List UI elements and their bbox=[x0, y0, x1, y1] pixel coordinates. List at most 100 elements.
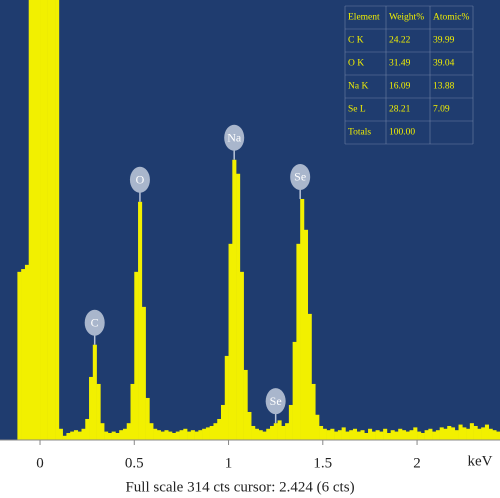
bar bbox=[141, 306, 146, 440]
peak-label-marker bbox=[84, 309, 105, 336]
bar bbox=[138, 201, 143, 440]
peak-label-marker bbox=[265, 388, 286, 415]
bar bbox=[311, 383, 316, 440]
bar bbox=[300, 198, 305, 440]
bar bbox=[247, 411, 252, 440]
bar bbox=[126, 423, 131, 440]
bar bbox=[58, 428, 63, 440]
bar bbox=[243, 369, 248, 440]
peak-label: Se bbox=[265, 388, 286, 424]
bar bbox=[62, 435, 67, 440]
peak-label-text: Se bbox=[294, 170, 306, 184]
bar bbox=[334, 431, 339, 440]
bar bbox=[319, 425, 324, 440]
bar bbox=[183, 428, 188, 440]
bar bbox=[228, 243, 233, 440]
peak-label-text: Na bbox=[227, 130, 242, 144]
peak-label: O bbox=[129, 166, 150, 202]
bar bbox=[379, 431, 384, 440]
bar bbox=[104, 431, 109, 440]
bar bbox=[424, 430, 429, 440]
x-tick-label: 1 bbox=[225, 455, 233, 471]
bar bbox=[435, 430, 440, 440]
bar bbox=[179, 430, 184, 440]
bar bbox=[73, 430, 79, 440]
bar bbox=[292, 341, 297, 440]
bar bbox=[409, 430, 414, 440]
bar bbox=[164, 430, 169, 440]
bar bbox=[122, 428, 128, 440]
bar bbox=[205, 427, 210, 440]
bar bbox=[236, 173, 241, 440]
bar bbox=[496, 431, 500, 440]
table-cell: 13.88 bbox=[433, 82, 455, 92]
bar bbox=[273, 423, 278, 440]
bar bbox=[130, 383, 135, 440]
bar bbox=[21, 269, 26, 440]
bar bbox=[266, 428, 271, 440]
bar bbox=[239, 271, 244, 440]
peak-label: C bbox=[84, 309, 105, 345]
peak-label-text: Se bbox=[270, 394, 282, 408]
bar bbox=[47, 0, 52, 440]
bar bbox=[107, 432, 112, 440]
bar bbox=[66, 432, 71, 440]
bar bbox=[394, 431, 399, 440]
bar bbox=[401, 430, 407, 440]
bar bbox=[43, 0, 48, 440]
bar bbox=[371, 431, 376, 440]
bar bbox=[296, 243, 301, 440]
plot-background bbox=[0, 0, 500, 440]
table-cell: 39.99 bbox=[433, 36, 455, 46]
footer-status: Full scale 314 cts cursor: 2.424 (6 cts) bbox=[125, 479, 354, 495]
peak-label-marker bbox=[290, 163, 311, 190]
bar bbox=[360, 430, 365, 440]
table-header: Weight% bbox=[389, 13, 424, 23]
bar bbox=[345, 431, 350, 440]
bar bbox=[288, 404, 293, 440]
x-tick-label: 2 bbox=[413, 455, 421, 471]
bar bbox=[190, 430, 195, 440]
bar bbox=[322, 428, 327, 440]
bar bbox=[368, 428, 373, 440]
bar bbox=[198, 430, 203, 440]
bar bbox=[70, 431, 75, 440]
bar bbox=[337, 430, 342, 440]
bar bbox=[477, 428, 482, 440]
table-cell: C K bbox=[348, 36, 364, 46]
table-cell: 7.09 bbox=[433, 105, 450, 115]
bar bbox=[450, 427, 456, 440]
bar bbox=[383, 428, 388, 440]
bar bbox=[160, 431, 165, 440]
table-cell: 28.21 bbox=[389, 105, 411, 115]
bar bbox=[330, 428, 335, 440]
x-tick-label: 0.5 bbox=[125, 455, 144, 471]
bar bbox=[277, 420, 282, 440]
bar bbox=[149, 423, 154, 440]
bar bbox=[484, 424, 489, 440]
bar bbox=[262, 431, 267, 440]
bar bbox=[258, 430, 263, 440]
table-cell: Totals bbox=[348, 128, 371, 138]
bar bbox=[390, 430, 395, 440]
bar bbox=[92, 344, 97, 440]
bar bbox=[443, 428, 448, 440]
table-cell: 24.22 bbox=[389, 36, 411, 46]
bar bbox=[77, 431, 82, 440]
bar bbox=[32, 0, 37, 440]
x-tick-label: 0 bbox=[36, 455, 44, 471]
bar bbox=[349, 430, 354, 440]
bar bbox=[209, 425, 214, 440]
bar bbox=[171, 432, 177, 440]
bar bbox=[405, 431, 410, 440]
bars bbox=[17, 0, 500, 440]
bar bbox=[428, 428, 433, 440]
bar bbox=[454, 430, 459, 440]
bar bbox=[364, 432, 369, 440]
bar bbox=[420, 432, 425, 440]
peak-label-text: O bbox=[136, 173, 145, 187]
bar bbox=[134, 271, 139, 440]
bar bbox=[153, 428, 158, 440]
table-cell: 31.49 bbox=[389, 59, 411, 69]
table-cell: 16.09 bbox=[389, 82, 411, 92]
